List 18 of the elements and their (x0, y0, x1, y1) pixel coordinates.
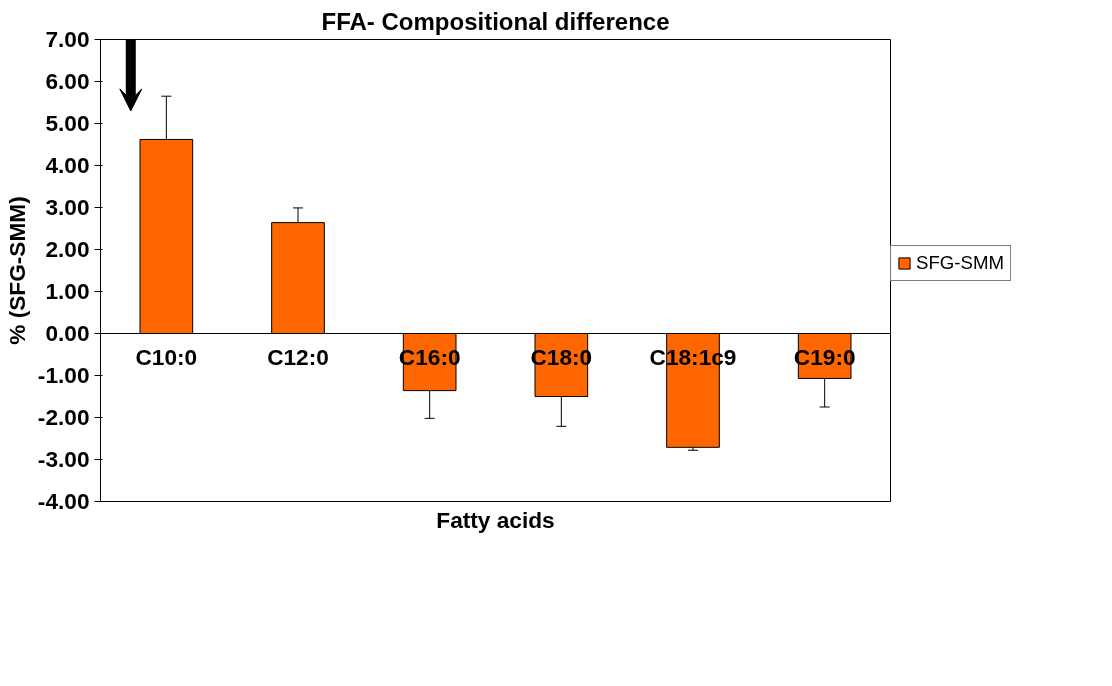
y-tick-label: -4.00 (37, 488, 90, 514)
legend-label: SFG-SMM (916, 252, 1005, 274)
y-tick-label: 4.00 (45, 152, 90, 178)
y-tick-label: 1.00 (45, 278, 90, 304)
y-tick-label: 5.00 (45, 110, 90, 136)
chart-title: FFA- Compositional difference (321, 7, 670, 35)
x-axis-title: Fatty acids (436, 506, 555, 533)
y-tick-label: -3.00 (37, 446, 90, 472)
y-tick-label: 0.00 (45, 320, 90, 346)
y-tick-label: 6.00 (45, 68, 90, 94)
y-tick-label: -1.00 (37, 362, 90, 388)
y-tick-label: -2.00 (37, 404, 90, 430)
y-tick-label: 2.00 (45, 236, 90, 262)
y-tick-label: 7.00 (45, 26, 90, 52)
y-tick-label: 3.00 (45, 194, 90, 220)
x-tick-label: C12:0 (267, 343, 329, 370)
x-tick-label: C10:0 (135, 343, 198, 370)
y-axis-title: % (SFG-SMM) (3, 196, 30, 345)
